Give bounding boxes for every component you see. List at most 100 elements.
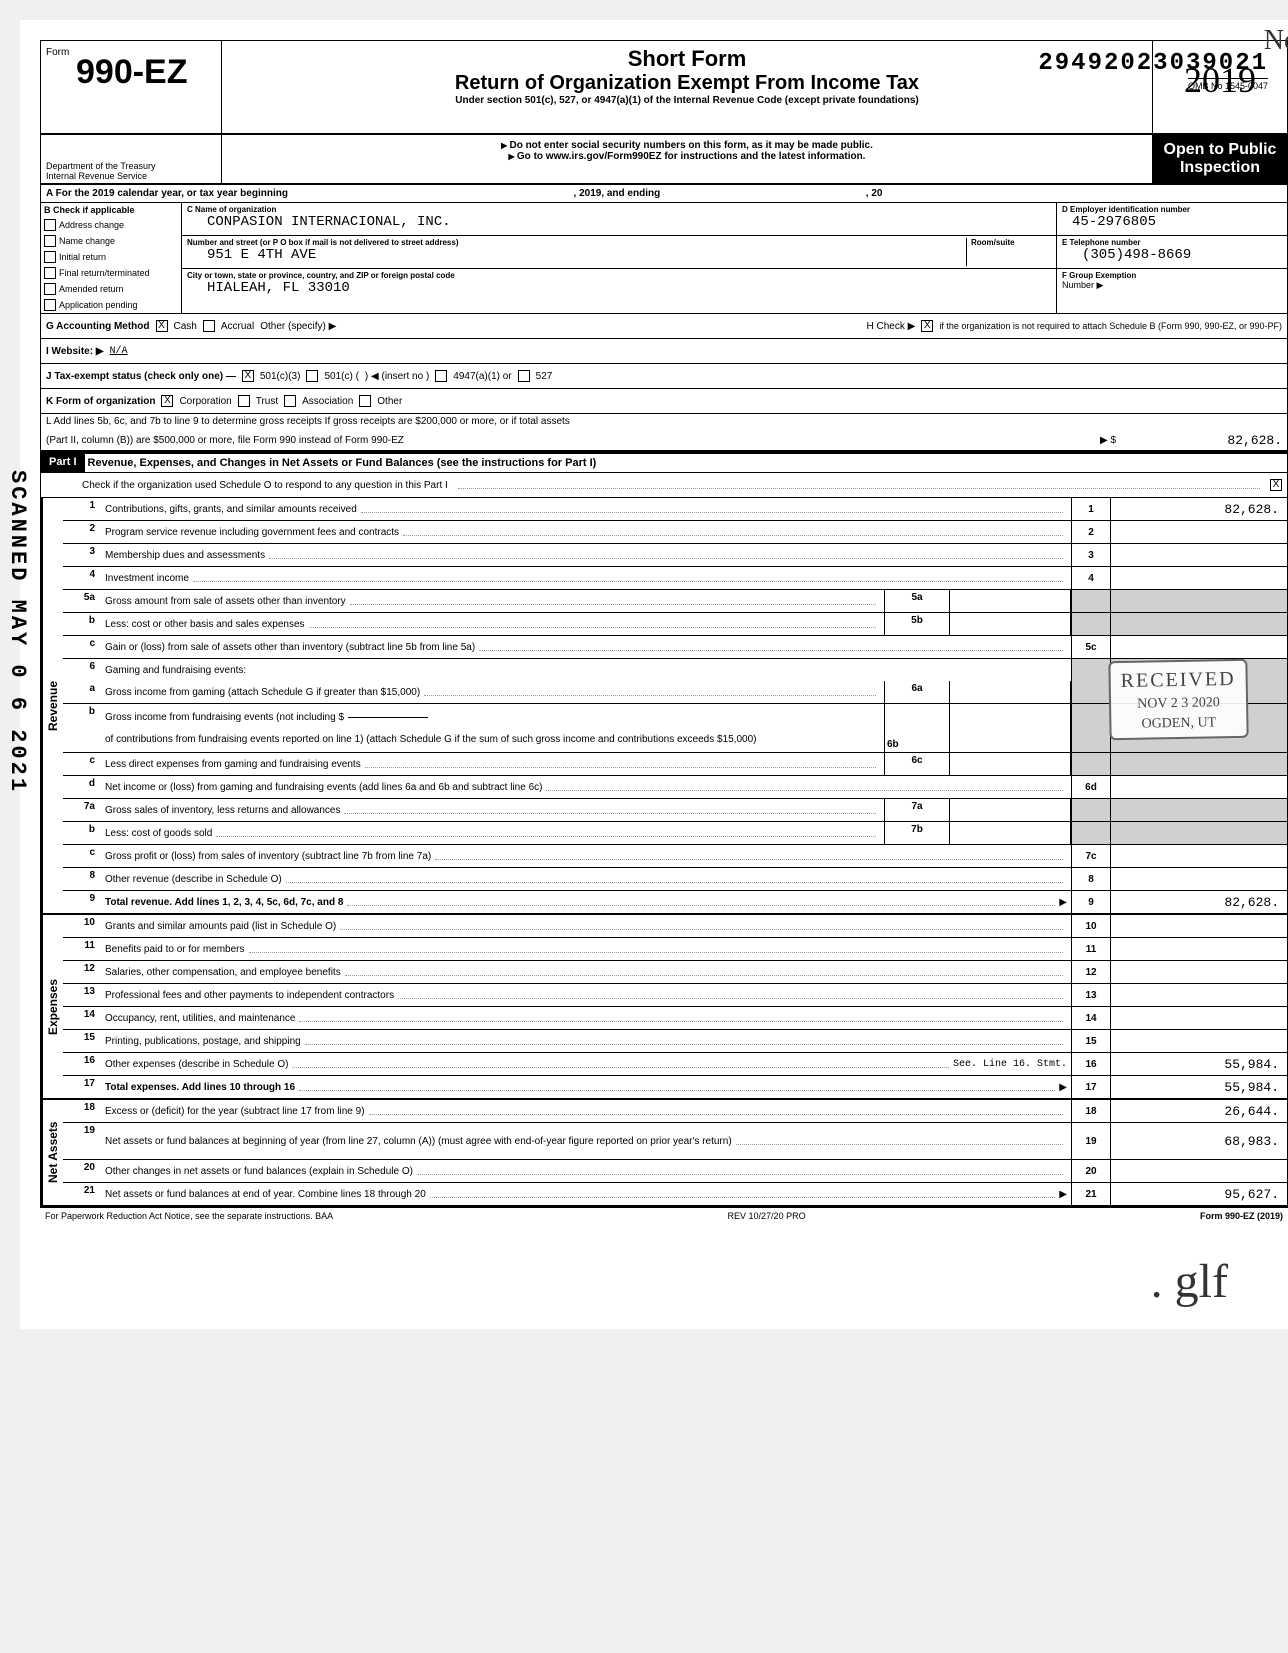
k-label: K Form of organization bbox=[46, 396, 155, 407]
chk-trust[interactable] bbox=[238, 395, 250, 407]
line7a-desc: Gross sales of inventory, less returns a… bbox=[105, 805, 340, 816]
line6b-desc1: Gross income from fundraising events (no… bbox=[105, 712, 344, 723]
line6-desc: Gaming and fundraising events: bbox=[105, 665, 246, 676]
ssn-note: Do not enter social security numbers on … bbox=[227, 140, 1147, 151]
line18-desc: Excess or (deficit) for the year (subtra… bbox=[105, 1106, 365, 1117]
handwritten-initials: . glf bbox=[40, 1224, 1288, 1309]
i-label: I Website: ▶ bbox=[46, 346, 104, 357]
line6a-desc: Gross income from gaming (attach Schedul… bbox=[105, 687, 420, 698]
website-value: N/A bbox=[110, 346, 128, 357]
street-label: Number and street (or P O box if mail is… bbox=[187, 238, 966, 247]
l-value: 82,628. bbox=[1122, 433, 1282, 448]
line11-desc: Benefits paid to or for members bbox=[105, 944, 245, 955]
line9-value: 82,628. bbox=[1110, 891, 1287, 913]
ein-label: D Employer identification number bbox=[1062, 205, 1282, 214]
scanned-stamp: SCANNED MAY 0 6 2021 bbox=[5, 470, 30, 794]
line14-desc: Occupancy, rent, utilities, and maintena… bbox=[105, 1013, 295, 1024]
line7b-desc: Less: cost of goods sold bbox=[105, 828, 212, 839]
line12-desc: Salaries, other compensation, and employ… bbox=[105, 967, 341, 978]
chk-cash[interactable]: X bbox=[156, 320, 168, 332]
chk-initial[interactable] bbox=[44, 251, 56, 263]
chk-name[interactable] bbox=[44, 235, 56, 247]
chk-assoc[interactable] bbox=[284, 395, 296, 407]
line19-value: 68,983. bbox=[1110, 1123, 1287, 1159]
footer-right: Form 990-EZ (2019) bbox=[1200, 1211, 1283, 1221]
chk-corp[interactable]: X bbox=[161, 395, 173, 407]
received-stamp: RECEIVED NOV 2 3 2020 OGDEN, UT bbox=[1108, 659, 1248, 741]
chk-4947[interactable] bbox=[435, 370, 447, 382]
part1-label: Part I bbox=[41, 454, 85, 472]
phone-label: E Telephone number bbox=[1062, 238, 1282, 247]
line16-note: See. Line 16. Stmt. bbox=[953, 1059, 1067, 1070]
line1-desc: Contributions, gifts, grants, and simila… bbox=[105, 504, 357, 515]
l-line2: (Part II, column (B)) are $500,000 or mo… bbox=[46, 435, 1094, 446]
subtitle: Under section 501(c), 527, or 4947(a)(1)… bbox=[227, 95, 1147, 106]
row-a-tax-year: A For the 2019 calendar year, or tax yea… bbox=[40, 185, 1288, 203]
dept-treasury: Department of the Treasury bbox=[46, 161, 216, 171]
footer-left: For Paperwork Reduction Act Notice, see … bbox=[45, 1211, 333, 1221]
section-b-header: B Check if applicable bbox=[41, 203, 181, 217]
expenses-label: Expenses bbox=[41, 915, 63, 1098]
irs-label: Internal Revenue Service bbox=[46, 171, 216, 181]
line1-value: 82,628. bbox=[1110, 498, 1287, 520]
line4-desc: Investment income bbox=[105, 573, 189, 584]
chk-501c3[interactable]: X bbox=[242, 370, 254, 382]
phone-value: (305)498-8669 bbox=[1062, 247, 1282, 263]
line19-desc: Net assets or fund balances at beginning… bbox=[105, 1136, 732, 1147]
omb-number: OMB No 1545-0047 bbox=[1188, 78, 1268, 91]
chk-final[interactable] bbox=[44, 267, 56, 279]
chk-527[interactable] bbox=[518, 370, 530, 382]
short-form-title: Short Form bbox=[227, 46, 1147, 72]
line5c-desc: Gain or (loss) from sale of assets other… bbox=[105, 642, 475, 653]
inspection: Inspection bbox=[1159, 159, 1281, 177]
net-assets-label: Net Assets bbox=[41, 1100, 63, 1205]
revenue-label: Revenue bbox=[41, 498, 63, 913]
line5a-desc: Gross amount from sale of assets other t… bbox=[105, 596, 346, 607]
city-label: City or town, state or province, country… bbox=[187, 271, 1051, 280]
group-number: Number ▶ bbox=[1062, 280, 1282, 291]
g-label: G Accounting Method bbox=[46, 321, 150, 332]
line5b-desc: Less: cost or other basis and sales expe… bbox=[105, 619, 305, 630]
chk-h[interactable]: X bbox=[921, 320, 933, 332]
chk-address[interactable] bbox=[44, 219, 56, 231]
line21-value: 95,627. bbox=[1110, 1183, 1287, 1205]
line21-desc: Net assets or fund balances at end of ye… bbox=[105, 1189, 426, 1200]
chk-other[interactable] bbox=[359, 395, 371, 407]
j-label: J Tax-exempt status (check only one) — bbox=[46, 371, 236, 382]
line6d-desc: Net income or (loss) from gaming and fun… bbox=[105, 782, 542, 793]
room-label: Room/suite bbox=[971, 238, 1051, 247]
line3-desc: Membership dues and assessments bbox=[105, 550, 265, 561]
goto-note: Go to www.irs.gov/Form990EZ for instruct… bbox=[227, 151, 1147, 162]
group-exempt-label: F Group Exemption bbox=[1062, 271, 1282, 280]
footer-mid: REV 10/27/20 PRO bbox=[728, 1211, 806, 1221]
form-number: 990-EZ bbox=[76, 53, 188, 92]
l-line1: L Add lines 5b, 6c, and 7b to line 9 to … bbox=[46, 416, 1282, 427]
line9-desc: Total revenue. Add lines 1, 2, 3, 4, 5c,… bbox=[105, 897, 343, 908]
line8-desc: Other revenue (describe in Schedule O) bbox=[105, 874, 282, 885]
form-prefix: Form bbox=[46, 47, 69, 58]
chk-schedule-o[interactable]: X bbox=[1270, 479, 1282, 491]
chk-amended[interactable] bbox=[44, 283, 56, 295]
chk-accrual[interactable] bbox=[203, 320, 215, 332]
name-label: C Name of organization bbox=[187, 205, 1051, 214]
line18-value: 26,644. bbox=[1110, 1100, 1287, 1122]
part1-title: Revenue, Expenses, and Changes in Net As… bbox=[85, 454, 600, 472]
line16-value: 55,984. bbox=[1110, 1053, 1287, 1075]
chk-pending[interactable] bbox=[44, 299, 56, 311]
line7c-desc: Gross profit or (loss) from sales of inv… bbox=[105, 851, 431, 862]
line15-desc: Printing, publications, postage, and shi… bbox=[105, 1036, 301, 1047]
return-title: Return of Organization Exempt From Incom… bbox=[227, 72, 1147, 95]
open-public: Open to Public bbox=[1159, 141, 1281, 159]
h-rest: if the organization is not required to a… bbox=[939, 321, 1282, 331]
chk-501c[interactable] bbox=[306, 370, 318, 382]
city-value: HIALEAH, FL 33010 bbox=[187, 280, 1051, 296]
line10-desc: Grants and similar amounts paid (list in… bbox=[105, 921, 336, 932]
line17-desc: Total expenses. Add lines 10 through 16 bbox=[105, 1082, 295, 1093]
h-text: H Check ▶ bbox=[866, 321, 915, 332]
line20-desc: Other changes in net assets or fund bala… bbox=[105, 1166, 413, 1177]
part1-check-text: Check if the organization used Schedule … bbox=[82, 480, 448, 491]
ein-value: 45-2976805 bbox=[1062, 214, 1282, 230]
line16-desc: Other expenses (describe in Schedule O) bbox=[105, 1059, 288, 1070]
street-value: 951 E 4TH AVE bbox=[187, 247, 966, 263]
handwritten-initials-top: No bbox=[1264, 25, 1288, 57]
